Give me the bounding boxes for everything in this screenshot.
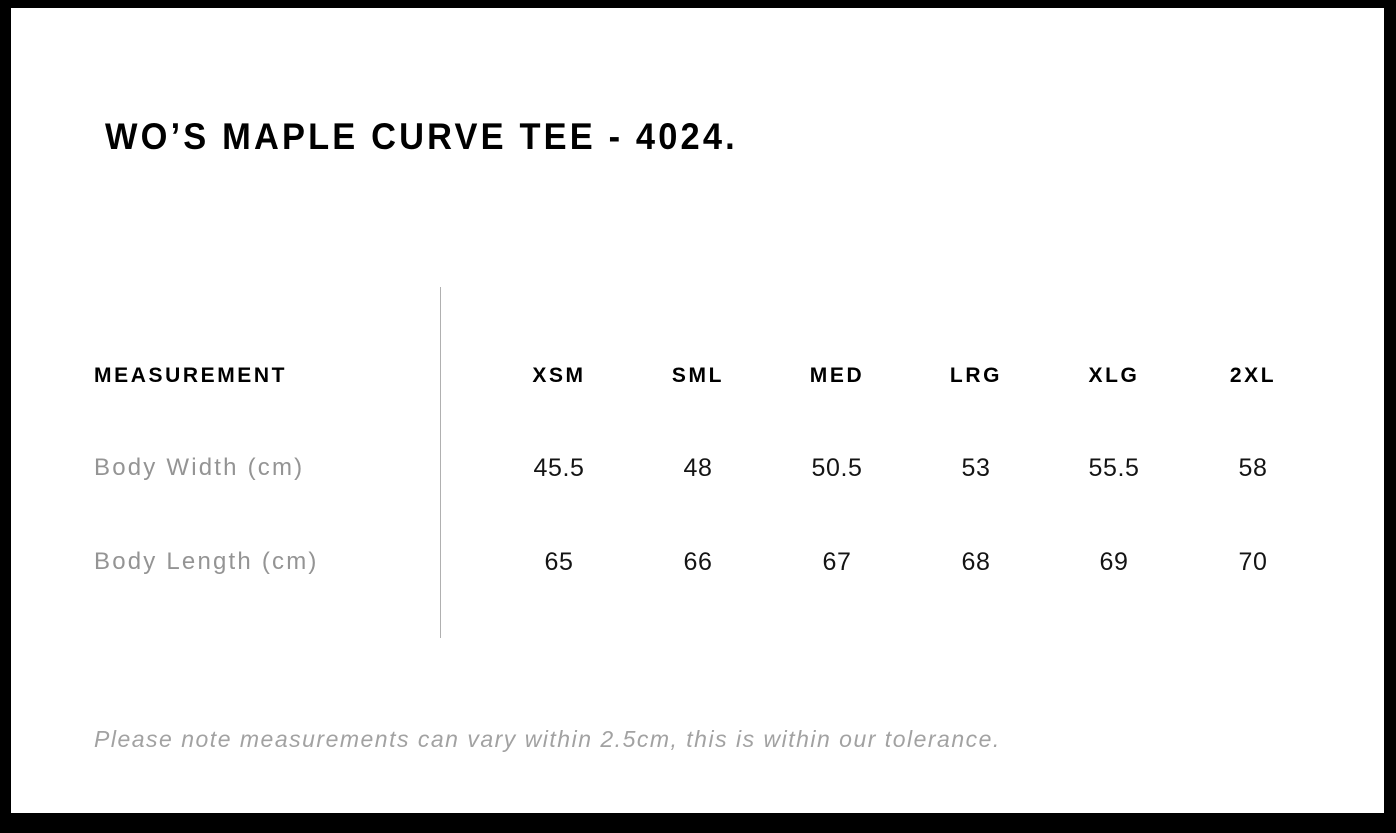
cell-body-length-lrg: 68 (961, 548, 991, 576)
column-header-xsm: XSM (532, 364, 586, 387)
row-label-body-width: Body Width (cm) (94, 454, 305, 481)
cell-body-width-2xl: 58 (1238, 454, 1268, 482)
cell-body-width-sml: 48 (683, 454, 713, 482)
cell-body-width-xlg: 55.5 (1088, 454, 1140, 482)
column-header-sml: SML (671, 364, 725, 387)
column-divider (440, 287, 441, 638)
cell-body-length-2xl: 70 (1238, 548, 1268, 576)
size-chart-card: WO’S MAPLE CURVE TEE - 4024. MEASUREMENT… (11, 8, 1384, 813)
column-header-xlg: XLG (1088, 364, 1140, 387)
column-header-measurement: MEASUREMENT (94, 364, 288, 387)
page-title: WO’S MAPLE CURVE TEE - 4024. (105, 116, 738, 157)
column-header-lrg: LRG (949, 364, 1003, 387)
table-row: Body Length (cm) 65 66 67 68 69 70 (11, 542, 1384, 582)
cell-body-width-med: 50.5 (811, 454, 863, 482)
cell-body-length-xsm: 65 (544, 548, 574, 576)
table-header-row: MEASUREMENT XSM SML MED LRG XLG 2XL (11, 356, 1384, 396)
column-header-2xl: 2XL (1229, 364, 1277, 387)
table-row: Body Width (cm) 45.5 48 50.5 53 55.5 58 (11, 448, 1384, 488)
row-label-body-length: Body Length (cm) (94, 548, 319, 575)
column-header-med: MED (809, 364, 865, 387)
size-chart-table: MEASUREMENT XSM SML MED LRG XLG 2XL Body… (11, 8, 1384, 813)
cell-body-length-xlg: 69 (1099, 548, 1129, 576)
cell-body-width-xsm: 45.5 (533, 454, 585, 482)
cell-body-length-sml: 66 (683, 548, 713, 576)
tolerance-note: Please note measurements can vary within… (94, 726, 1001, 752)
cell-body-length-med: 67 (822, 548, 852, 576)
cell-body-width-lrg: 53 (961, 454, 991, 482)
